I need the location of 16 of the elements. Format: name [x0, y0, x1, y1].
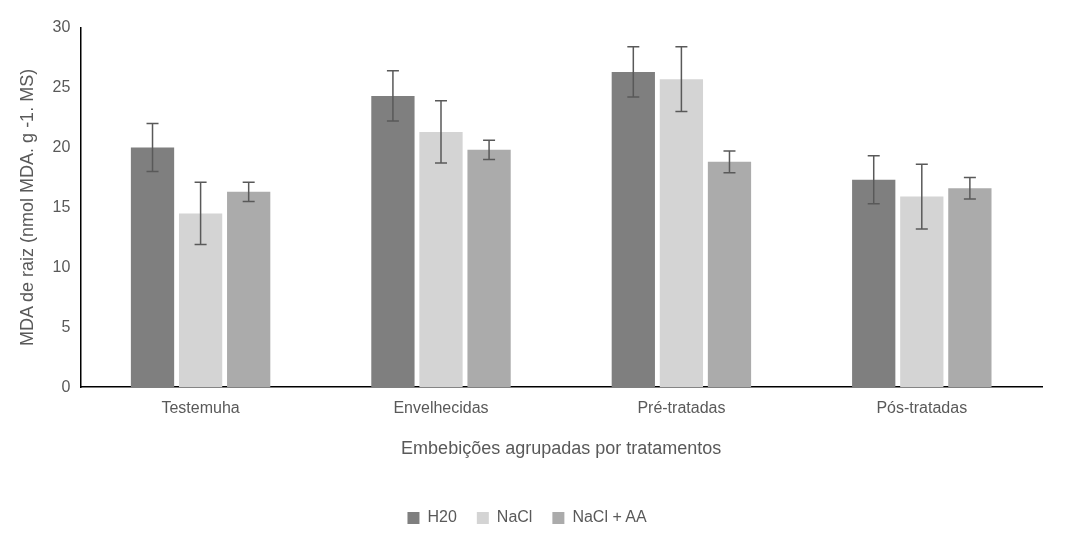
legend-label: NaCl + AA [572, 508, 647, 526]
y-tick-label: 0 [61, 377, 71, 395]
y-tick-label: 25 [52, 77, 71, 95]
y-axis-title: MDA de raiz (nmol MDA. g -1. MS) [16, 68, 37, 346]
y-tick-label: 5 [61, 317, 71, 335]
x-tick-label: Testemuha [161, 399, 240, 417]
x-tick-label: Envelhecidas [393, 399, 489, 417]
y-tick-label: 10 [52, 257, 71, 275]
x-axis-title: Embebições agrupadas por tratamentos [401, 438, 722, 459]
legend-label: H20 [427, 508, 457, 526]
legend-label: NaCl [496, 508, 533, 526]
y-tick-label: 30 [52, 18, 71, 36]
x-tick-label: Pré-tratadas [637, 399, 726, 417]
y-tick-label: 15 [52, 197, 71, 215]
x-tick-label: Pós-tratadas [876, 399, 968, 417]
y-tick-label: 20 [52, 137, 71, 155]
